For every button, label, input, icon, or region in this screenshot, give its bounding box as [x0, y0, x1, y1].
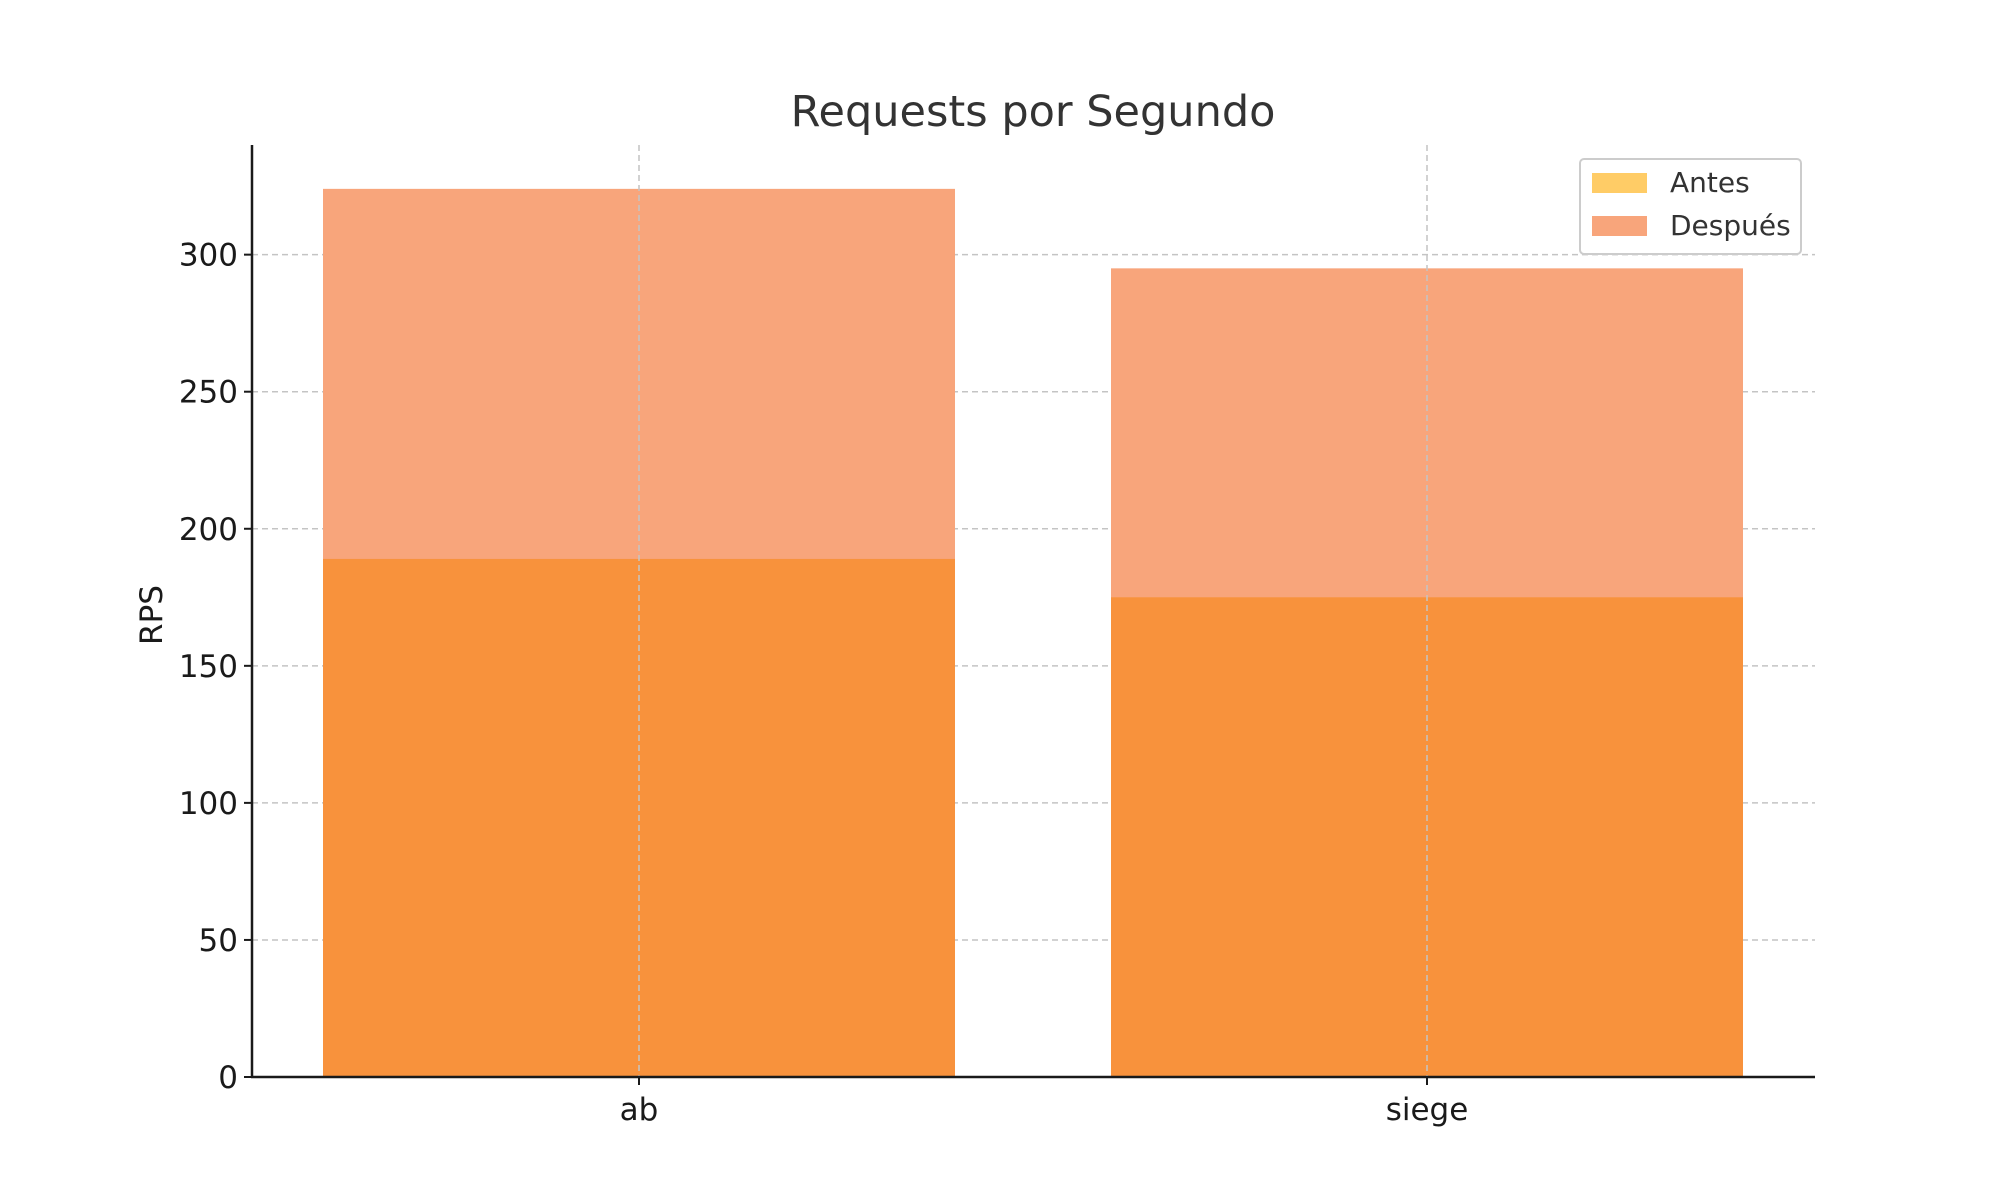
legend-swatch-despues — [1592, 216, 1647, 236]
y-axis-label: RPS — [134, 585, 170, 645]
chart-title: Requests por Segundo — [791, 87, 1276, 137]
y-tick-label: 300 — [179, 238, 238, 274]
y-tick-label: 150 — [179, 649, 238, 685]
y-tick-label: 0 — [218, 1060, 238, 1096]
x-tick-label: ab — [620, 1092, 659, 1128]
x-grid-layer — [638, 145, 1428, 1077]
y-tick-label: 50 — [199, 923, 238, 959]
legend: Antes Después — [1579, 158, 1802, 255]
y-tick-label: 250 — [179, 375, 238, 411]
y-tick-label: 200 — [179, 512, 238, 548]
ticks-layer: 0 50 100 150 200 250 300 ab siege — [179, 238, 1468, 1128]
y-tick-label: 100 — [179, 786, 238, 822]
legend-label-despues: Después — [1670, 209, 1791, 242]
legend-swatch-antes — [1592, 173, 1647, 193]
axes-layer — [250, 145, 1815, 1079]
x-tick-label: siege — [1386, 1092, 1469, 1128]
legend-label-antes: Antes — [1670, 166, 1750, 199]
